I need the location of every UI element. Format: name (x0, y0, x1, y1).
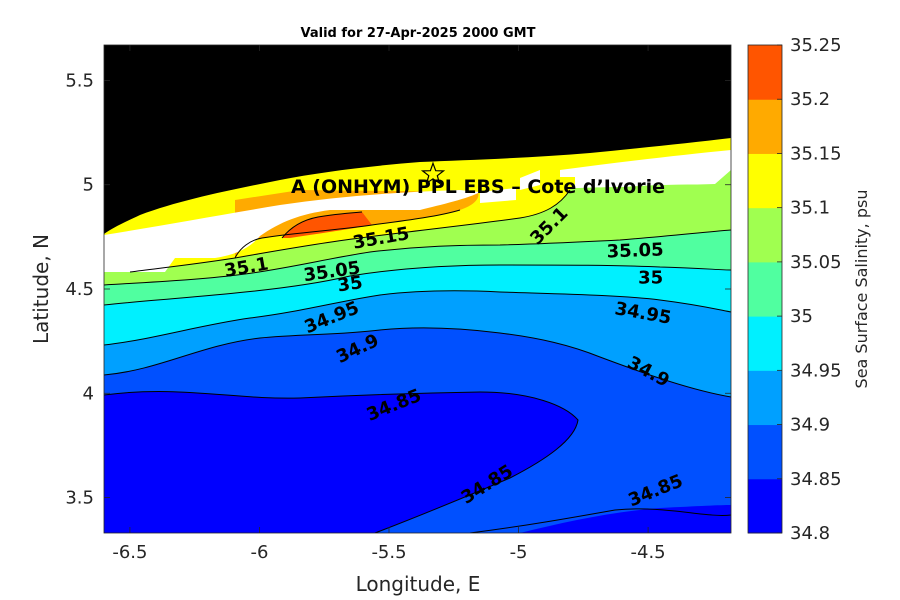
contour-label: 35.05 (606, 239, 664, 262)
contour-line-34.95 (104, 290, 731, 346)
colorbar-tick-label: 34.8 (790, 523, 830, 544)
colorbar-segment (748, 316, 782, 371)
contour-label: 35 (638, 268, 663, 289)
contour-label: 35 (336, 272, 364, 296)
contour-line-35.15 (234, 209, 461, 259)
colorbar: 34.8 34.85 34.9 34.95 35 35.05 35.1 35.15 35.2 35… (747, 35, 842, 544)
contour-line-35.05 (104, 229, 731, 286)
colorbar-tick-label: 35.1 (790, 198, 830, 219)
colorbar-segment (748, 153, 782, 209)
colorbar-segment (748, 370, 782, 426)
y-axis-label: Latitude, N (29, 234, 53, 344)
colorbar-segment (748, 99, 782, 154)
colorbar-frame (747, 44, 783, 534)
colorbar-tick-label: 35.25 (790, 35, 842, 56)
colorbar-segment (748, 207, 782, 263)
contour-line-34.85b (469, 508, 731, 533)
y-tick-label: 3.5 (65, 488, 94, 509)
x-tick-label: -5.5 (371, 542, 406, 563)
colorbar-tick-label: 34.85 (790, 469, 842, 490)
x-tick-label: -5 (510, 542, 528, 563)
y-tick-label: 4.5 (65, 279, 94, 300)
colorbar-tick-label: 35.15 (790, 143, 842, 164)
colorbar-segment (748, 261, 782, 317)
y-axis-ticks: 3.5 4 4.5 5 5.5 (65, 70, 731, 509)
colorbar-tick-label: 35.2 (790, 89, 830, 110)
contour-line-34.85 (104, 391, 579, 533)
contour-line-35.1 (129, 189, 571, 273)
x-tick-label: -6.5 (112, 542, 147, 563)
band-34.8-pocket (520, 505, 731, 533)
x-tick-label: -4.5 (631, 542, 666, 563)
colorbar-label: Sea Surface Salinity, psu (852, 190, 871, 389)
y-tick-label: 4 (83, 383, 94, 404)
x-axis-ticks: -6.5 -6 -5.5 -5 -4.5 (112, 45, 666, 563)
star-marker-icon (420, 161, 446, 185)
colorbar-tick-label: 35.05 (790, 252, 842, 273)
x-axis-label: Longitude, E (356, 572, 481, 596)
contour-line-35 (104, 264, 731, 306)
contour-lines (104, 189, 731, 533)
colorbar-segment (748, 45, 782, 100)
no-data-strip (104, 150, 731, 272)
site-annotation: A (ONHYM) PPL EBS – Cote d’Ivorie (291, 176, 665, 198)
chart-title: Valid for 27-Apr-2025 2000 GMT (301, 26, 536, 41)
contour-line-35.2 (281, 211, 363, 239)
colorbar-tick-label: 35 (790, 306, 813, 327)
band-35.2 (282, 212, 372, 238)
colorbar-tick-label: 34.95 (790, 360, 842, 381)
y-tick-label: 5.5 (65, 70, 94, 91)
colorbar-segment (748, 478, 782, 534)
colorbar-tick-label: 34.9 (790, 415, 830, 436)
colorbar-segment (748, 424, 782, 480)
contour-line-34.9 (104, 327, 731, 398)
x-tick-label: -6 (250, 542, 268, 563)
land-mass (104, 45, 731, 234)
y-tick-label: 5 (83, 175, 94, 196)
